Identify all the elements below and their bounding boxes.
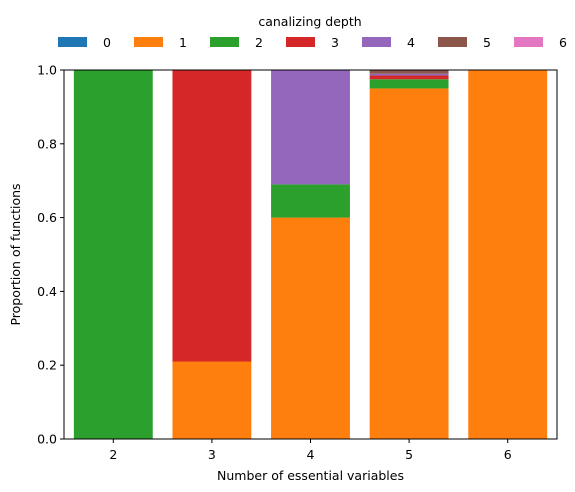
y-tick-label: 0.6 [37, 210, 57, 225]
bar-cat-2-depth-2 [73, 70, 153, 439]
legend-swatch-3 [286, 37, 315, 47]
x-tick-label: 4 [307, 447, 315, 462]
bar-cat-5-depth-1 [369, 88, 449, 439]
legend-label-4: 4 [407, 35, 415, 50]
legend-swatch-4 [362, 37, 391, 47]
y-tick-label: 0.4 [37, 284, 57, 299]
bar-cat-5-depth-4 [369, 73, 449, 76]
bars-group [73, 70, 548, 439]
legend-swatch-6 [514, 37, 543, 47]
legend-swatch-1 [134, 37, 163, 47]
legend-label-6: 6 [559, 35, 567, 50]
y-axis-label: Proportion of functions [8, 183, 23, 325]
x-axis-label: Number of essential variables [217, 468, 404, 483]
bar-cat-3-depth-3 [172, 70, 252, 362]
legend-label-3: 3 [331, 35, 339, 50]
bar-cat-5-depth-3 [369, 75, 449, 80]
legend-swatch-0 [58, 37, 87, 47]
legend-swatch-2 [210, 37, 239, 47]
x-tick-label: 3 [208, 447, 216, 462]
x-tick-label: 2 [109, 447, 117, 462]
bar-cat-6-depth-1 [468, 70, 548, 439]
x-tick-label: 5 [405, 447, 413, 462]
bar-cat-4-depth-4 [271, 70, 350, 185]
legend-label-0: 0 [103, 35, 111, 50]
legend-label-2: 2 [255, 35, 263, 50]
y-tick-label: 0.0 [37, 432, 57, 447]
y-tick-label: 1.0 [37, 63, 57, 78]
legend-swatch-5 [438, 37, 467, 47]
axes: 0.0 0.2 0.4 0.6 0.8 1.0 2 3 4 5 6 [37, 63, 558, 462]
bar-cat-3-depth-1 [172, 361, 252, 439]
legend-title: canalizing depth [258, 14, 361, 29]
legend-label-1: 1 [179, 35, 187, 50]
y-tick-label: 0.8 [37, 136, 57, 151]
x-tick-label: 6 [504, 447, 512, 462]
bar-cat-4-depth-1 [271, 217, 350, 439]
legend-label-5: 5 [483, 35, 491, 50]
bar-cat-4-depth-2 [271, 184, 350, 218]
legend: canalizing depth 0 1 2 3 4 5 6 [58, 14, 567, 50]
y-tick-label: 0.2 [37, 358, 57, 373]
bar-cat-5-depth-2 [369, 79, 449, 89]
bar-cat-5-depth-5 [369, 70, 449, 74]
